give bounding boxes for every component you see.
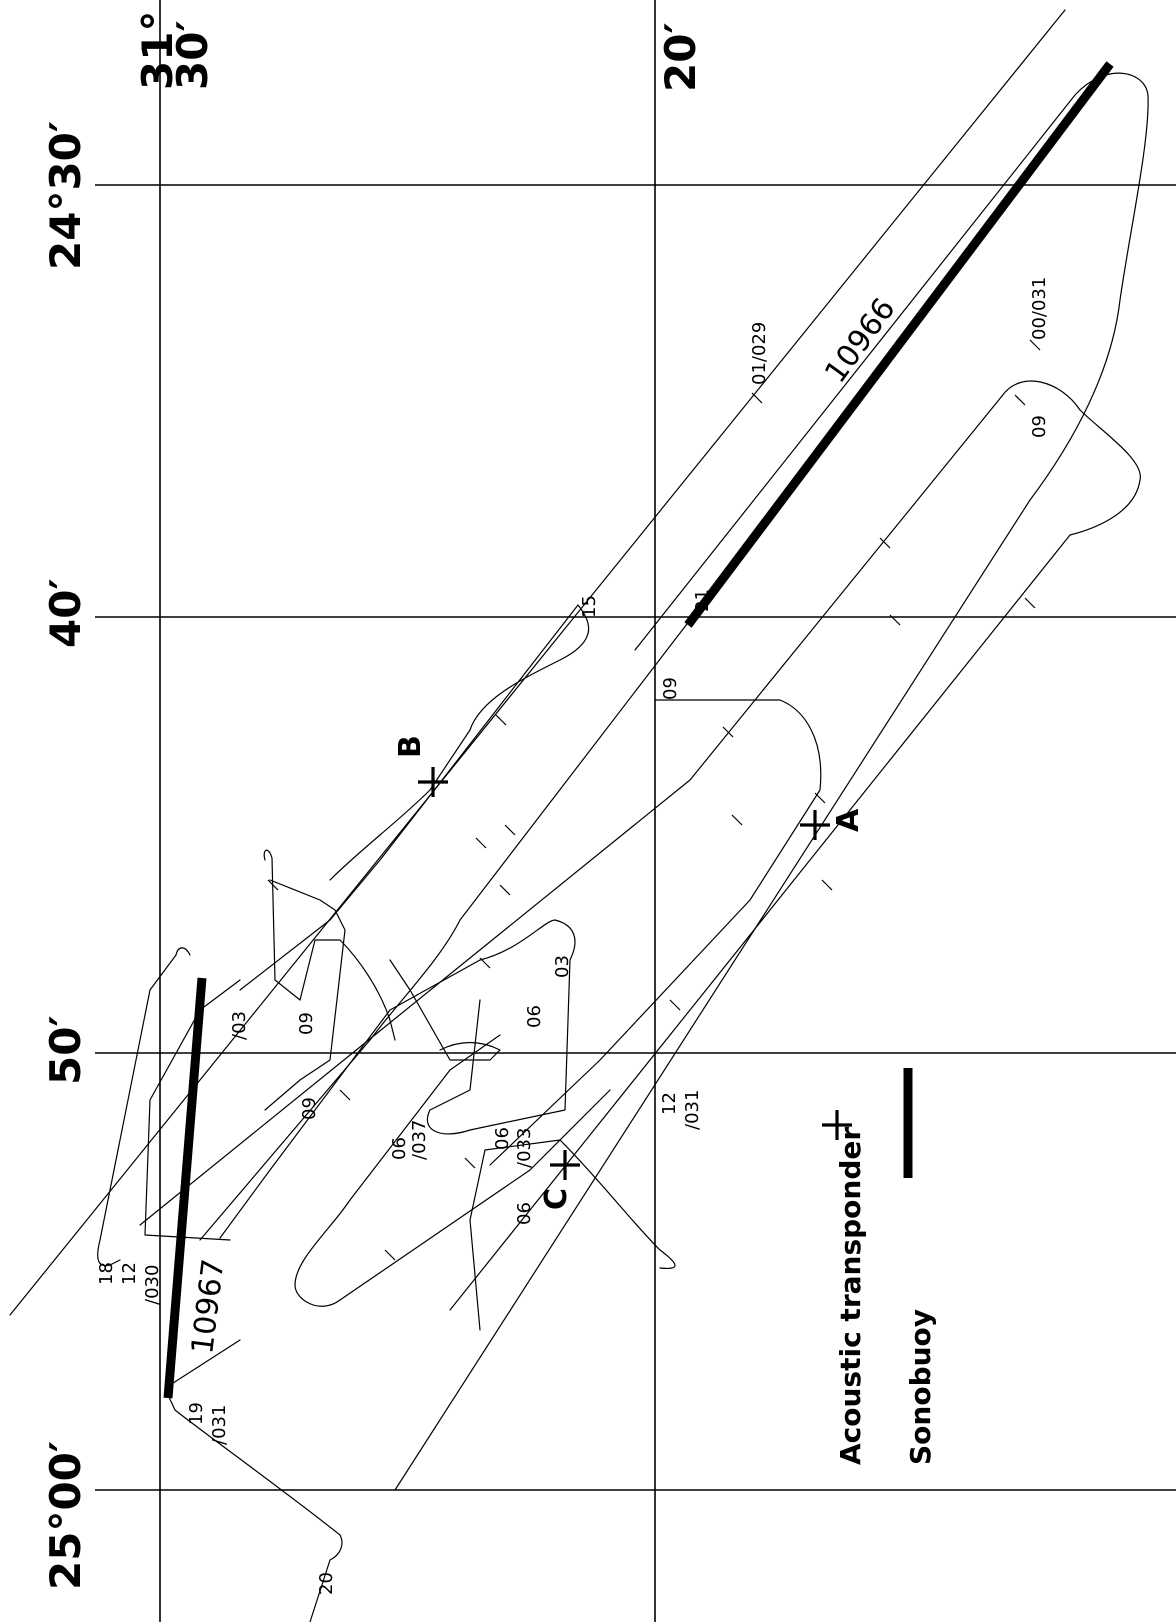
- ship-track-center-3: [199, 619, 691, 1241]
- ship-track-center-2: [329, 604, 590, 881]
- ship-track-east-loop: [449, 380, 1141, 1311]
- track-label: /030: [142, 1265, 163, 1305]
- transponder-c: C: [539, 1150, 580, 1210]
- sonobuoy-line-10966: [684, 61, 1114, 628]
- track-tick: [722, 726, 734, 738]
- graticule: [95, 0, 1176, 1622]
- track-tick: [464, 1157, 476, 1169]
- track-tick: [669, 999, 681, 1011]
- track-label: /033: [514, 1128, 535, 1168]
- track-labels: 01/029 00/031 09 15 21 09 03 06 /03 09 0…: [96, 277, 1050, 1595]
- track-tick: [731, 814, 743, 826]
- sonobuoy-label-10967: 10967: [185, 1257, 231, 1356]
- track-label: 01/029: [749, 322, 770, 385]
- transponder-a: A: [800, 808, 866, 840]
- ship-track-northeast-loop: [394, 72, 1149, 1491]
- track-tick: [475, 837, 487, 849]
- ship-track-north-2: [264, 879, 346, 1111]
- transponder-label-a: A: [831, 808, 866, 832]
- track-label: /031: [682, 1090, 703, 1130]
- track-tick: [339, 1089, 351, 1101]
- track-label: 09: [296, 1012, 317, 1035]
- track-label: 09: [1029, 415, 1050, 438]
- track-ticks: [267, 339, 1041, 1261]
- ship-track-outer-long: [9, 9, 1066, 1316]
- transponder-label-b: B: [393, 735, 428, 758]
- lon-label-20-min: 20′: [656, 22, 705, 92]
- track-label: 06: [514, 1202, 535, 1225]
- track-tick: [499, 884, 511, 896]
- track-tick: [1029, 339, 1041, 351]
- track-label: 21: [692, 589, 713, 612]
- track-label: /037: [409, 1120, 430, 1160]
- track-tick: [889, 614, 901, 626]
- ship-track-center-1: [239, 604, 579, 991]
- sonobuoy-label-10966: 10966: [818, 292, 902, 390]
- ship-track-southwest-1: [167, 1394, 343, 1622]
- track-tick: [814, 792, 826, 804]
- ship-track-crossing: [389, 959, 501, 1061]
- coordinate-labels: 31° 30′ 20′ 24°30′ 40′ 50′ 25°00′: [41, 11, 705, 1590]
- ship-track-north-1: [263, 849, 396, 1041]
- track-label: 09: [299, 1097, 320, 1120]
- ship-track-west-loop: [219, 919, 576, 1239]
- lat-label-24-30: 24°30′: [41, 121, 90, 270]
- track-tick: [504, 824, 516, 836]
- ship-track-south: [469, 1139, 676, 1331]
- track-tick: [879, 537, 891, 549]
- transponders: A B C: [393, 735, 866, 1210]
- track-label: 06: [492, 1127, 513, 1150]
- track-label: 20: [316, 1572, 337, 1595]
- lat-label-25-00: 25°00′: [41, 1441, 90, 1590]
- track-label: 06: [524, 1005, 545, 1028]
- lon-label-30-min: 30′: [168, 20, 217, 90]
- sonobuoy-lines: [163, 61, 1114, 1399]
- track-tick: [267, 879, 279, 891]
- track-label: 06: [389, 1137, 410, 1160]
- ship-track-middle-1: [139, 395, 1003, 1226]
- track-label: /031: [209, 1405, 230, 1445]
- track-tick: [495, 714, 507, 726]
- lon-label-31-deg: 31°: [133, 11, 182, 90]
- track-label: 15: [579, 595, 600, 618]
- track-label: 09: [660, 677, 681, 700]
- track-tick: [384, 1249, 396, 1261]
- track-label: 19: [186, 1402, 207, 1425]
- legend-transponder-label: Acoustic transponder: [834, 1127, 867, 1465]
- lat-label-50: 50′: [41, 1015, 90, 1085]
- ship-track-west-1: [97, 947, 191, 1267]
- ship-track-southwest-loop: [294, 1034, 611, 1307]
- transponder-b: B: [393, 735, 448, 797]
- track-label: 12: [659, 1092, 680, 1115]
- track-tick: [1024, 597, 1036, 609]
- sonobuoy-line-10967: [163, 977, 207, 1399]
- transponder-label-c: C: [539, 1188, 574, 1210]
- track-tick: [479, 957, 491, 969]
- track-label: 12: [119, 1262, 140, 1285]
- ship-tracks: [9, 9, 1149, 1622]
- ship-track-middle-2: [489, 699, 822, 1166]
- ship-track-southwest-2: [169, 1339, 241, 1386]
- track-tick: [751, 392, 763, 404]
- track-label: 00/031: [1029, 277, 1050, 340]
- track-tick: [821, 879, 833, 891]
- legend: Acoustic transponder Sonobuoy: [822, 1068, 937, 1465]
- track-label: /03: [229, 1011, 250, 1040]
- track-tick: [1014, 394, 1026, 406]
- ship-track-west-2: [144, 979, 241, 1241]
- track-label: 18: [96, 1262, 117, 1285]
- legend-sonobuoy-label: Sonobuoy: [904, 1309, 937, 1465]
- track-label: 03: [552, 955, 573, 978]
- lat-label-40: 40′: [41, 578, 90, 648]
